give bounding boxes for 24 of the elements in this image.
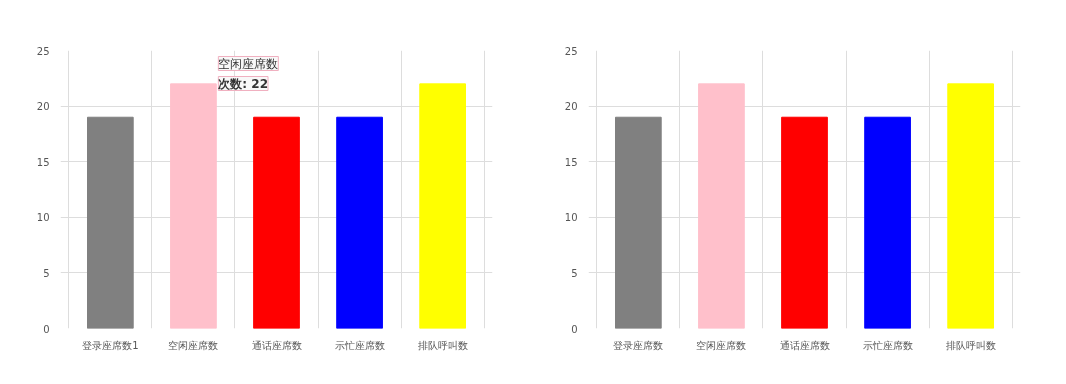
x-tick-label: 示忙座席数 [334,339,385,351]
y-tick-label: 10 [564,212,578,224]
x-tick-label: 登录座席数 [613,339,664,351]
y-tick-label: 20 [36,101,50,113]
y-tick-label: 25 [36,45,50,57]
x-tick-label: 示忙座席数 [862,339,913,351]
x-tick-label: 空闲座席数 [168,339,219,351]
y-tick-label: 20 [564,101,578,113]
x-tick-label: 登录座席数1 [82,339,139,351]
annotation: 次数: 22 [218,76,269,91]
y-tick-label: 15 [36,156,50,168]
x-tick-label: 空闲座席数 [696,339,747,351]
x-tick-label: 通话座席数 [251,339,302,351]
y-tick-label: 25 [564,45,578,57]
x-tick-label: 排队呼叫数 [417,339,468,351]
y-tick-label: 5 [571,267,578,279]
annotation: 空闲座席数 [218,56,279,71]
x-tick-label: 通话座席数 [779,339,830,351]
x-tick-label: 排队呼叫数 [945,339,996,351]
y-tick-label: 15 [564,156,578,168]
y-tick-label: 0 [571,323,578,335]
y-tick-label: 0 [43,323,50,335]
y-tick-label: 10 [36,212,50,224]
y-tick-label: 5 [43,267,50,279]
